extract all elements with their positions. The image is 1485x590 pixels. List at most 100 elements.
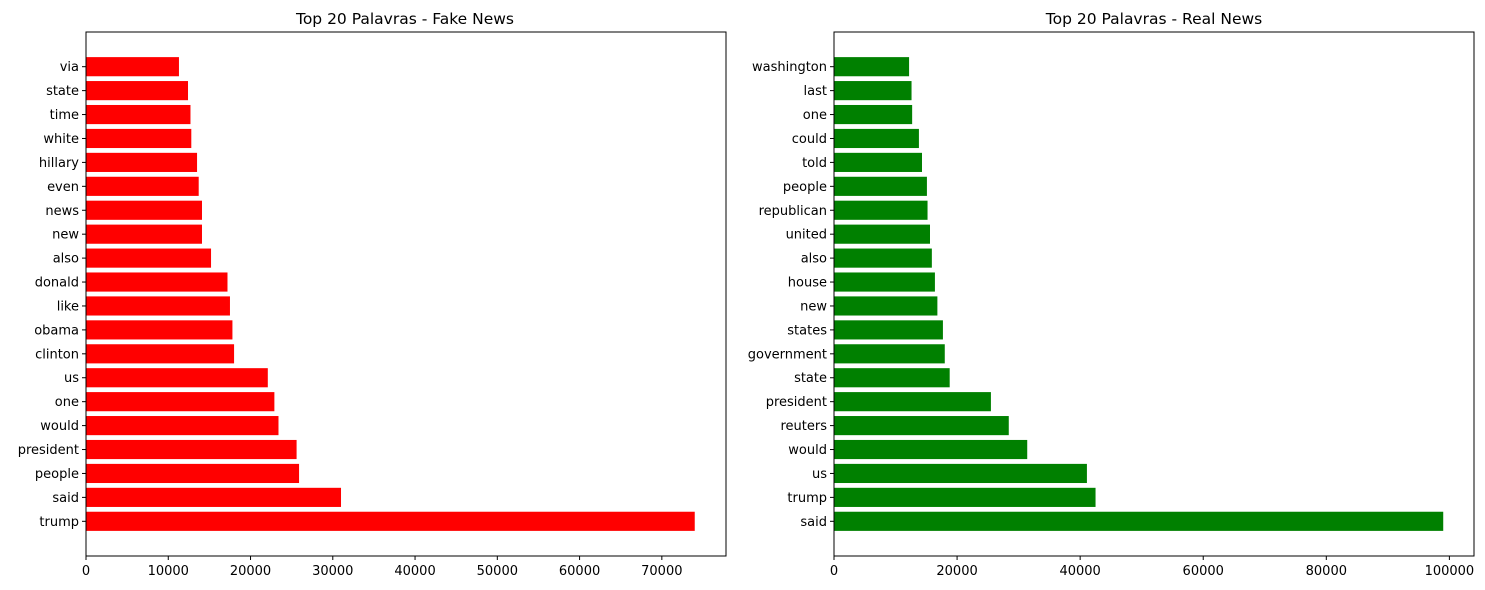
x-tick-label: 60000: [559, 564, 600, 579]
y-tick-label: news: [45, 204, 79, 219]
y-tick-label: would: [40, 419, 79, 434]
x-tick-label: 0: [830, 564, 838, 579]
bar-clinton: [86, 344, 235, 364]
bar-house: [834, 272, 935, 292]
y-tick-label: reuters: [780, 419, 827, 434]
x-tick-label: 40000: [1059, 564, 1100, 579]
bar-republican: [834, 200, 928, 220]
y-tick-label: clinton: [35, 347, 79, 362]
bar-donald: [86, 272, 228, 292]
y-tick-label: people: [35, 467, 79, 482]
x-tick-label: 100000: [1425, 564, 1475, 579]
bar-trump: [86, 511, 695, 531]
y-tick-label: new: [800, 299, 827, 314]
y-tick-label: obama: [34, 323, 79, 338]
y-tick-label: republican: [759, 204, 827, 219]
bar-told: [834, 152, 922, 172]
y-tick-label: us: [64, 371, 79, 386]
x-tick-label: 50000: [477, 564, 518, 579]
y-tick-label: united: [786, 228, 827, 243]
x-tick-label: 0: [82, 564, 90, 579]
x-tick-label: 20000: [936, 564, 977, 579]
bar-also: [86, 248, 212, 268]
plot-frame: [85, 31, 727, 557]
plot-frame: [833, 31, 1475, 557]
bar-time: [86, 104, 191, 125]
y-tick-label: via: [60, 60, 79, 75]
bar-us: [834, 463, 1087, 484]
bar-people: [834, 176, 927, 196]
y-tick-label: trump: [787, 491, 827, 506]
y-tick-label: president: [18, 443, 79, 458]
y-tick-label: also: [801, 252, 827, 267]
y-tick-label: trump: [39, 515, 79, 530]
x-tick-label: 40000: [394, 564, 435, 579]
bar-washington: [834, 57, 910, 77]
y-tick-label: even: [47, 180, 79, 195]
y-tick-label: states: [787, 323, 827, 338]
bar-president: [834, 392, 991, 412]
y-tick-label: state: [794, 371, 827, 386]
y-tick-label: like: [57, 299, 79, 314]
y-tick-label: said: [800, 515, 827, 530]
y-tick-label: one: [803, 108, 827, 123]
bar-via: [86, 57, 179, 77]
bar-president: [86, 439, 297, 460]
bar-could: [834, 128, 919, 149]
bar-would: [834, 439, 1028, 460]
bar-one: [834, 104, 913, 125]
y-tick-label: could: [792, 132, 827, 147]
y-tick-label: donald: [35, 276, 79, 291]
y-tick-label: government: [748, 347, 827, 362]
y-tick-label: new: [52, 228, 79, 243]
bar-government: [834, 344, 945, 364]
y-tick-label: state: [46, 84, 79, 99]
bar-would: [86, 416, 279, 436]
y-tick-label: white: [43, 132, 79, 147]
bar-white: [86, 128, 192, 149]
y-tick-label: people: [783, 180, 827, 195]
bar-also: [834, 248, 932, 268]
bar-new: [86, 224, 202, 244]
y-tick-label: us: [812, 467, 827, 482]
bar-obama: [86, 320, 233, 340]
y-tick-label: washington: [752, 60, 827, 75]
y-tick-label: would: [788, 443, 827, 458]
bar-united: [834, 224, 930, 244]
x-tick-label: 60000: [1183, 564, 1224, 579]
chart-real-news: Top 20 Palavras - Real News said trump us w…: [748, 10, 1475, 579]
bar-us: [86, 368, 268, 388]
x-tick-label: 70000: [641, 564, 682, 579]
bar-said: [834, 511, 1444, 531]
y-tick-label: president: [766, 395, 827, 410]
y-tick-label: one: [55, 395, 79, 410]
x-tick-label: 30000: [312, 564, 353, 579]
x-tick-label: 20000: [230, 564, 271, 579]
y-tick-label: also: [53, 252, 79, 267]
bar-even: [86, 176, 199, 196]
y-tick-label: told: [802, 156, 827, 171]
x-tick-label: 80000: [1306, 564, 1347, 579]
x-tick-label: 10000: [148, 564, 189, 579]
y-tick-label: said: [52, 491, 79, 506]
bar-last: [834, 81, 912, 101]
bar-said: [86, 487, 342, 507]
y-tick-label: last: [804, 84, 827, 99]
bar-state: [86, 81, 189, 101]
chart-fake-news: Top 20 Palavras - Fake News trump said peo…: [18, 10, 727, 579]
bar-news: [86, 200, 202, 220]
y-tick-label: house: [788, 276, 827, 291]
bar-hillary: [86, 152, 198, 172]
chart-title: Top 20 Palavras - Real News: [1045, 10, 1262, 28]
bar-people: [86, 463, 300, 484]
y-tick-label: time: [50, 108, 79, 123]
bar-one: [86, 392, 275, 412]
chart-title: Top 20 Palavras - Fake News: [295, 10, 514, 28]
bar-like: [86, 296, 230, 316]
bar-state: [834, 368, 950, 388]
bar-trump: [834, 487, 1096, 507]
y-tick-label: hillary: [39, 156, 79, 171]
bar-new: [834, 296, 938, 316]
bar-states: [834, 320, 943, 340]
